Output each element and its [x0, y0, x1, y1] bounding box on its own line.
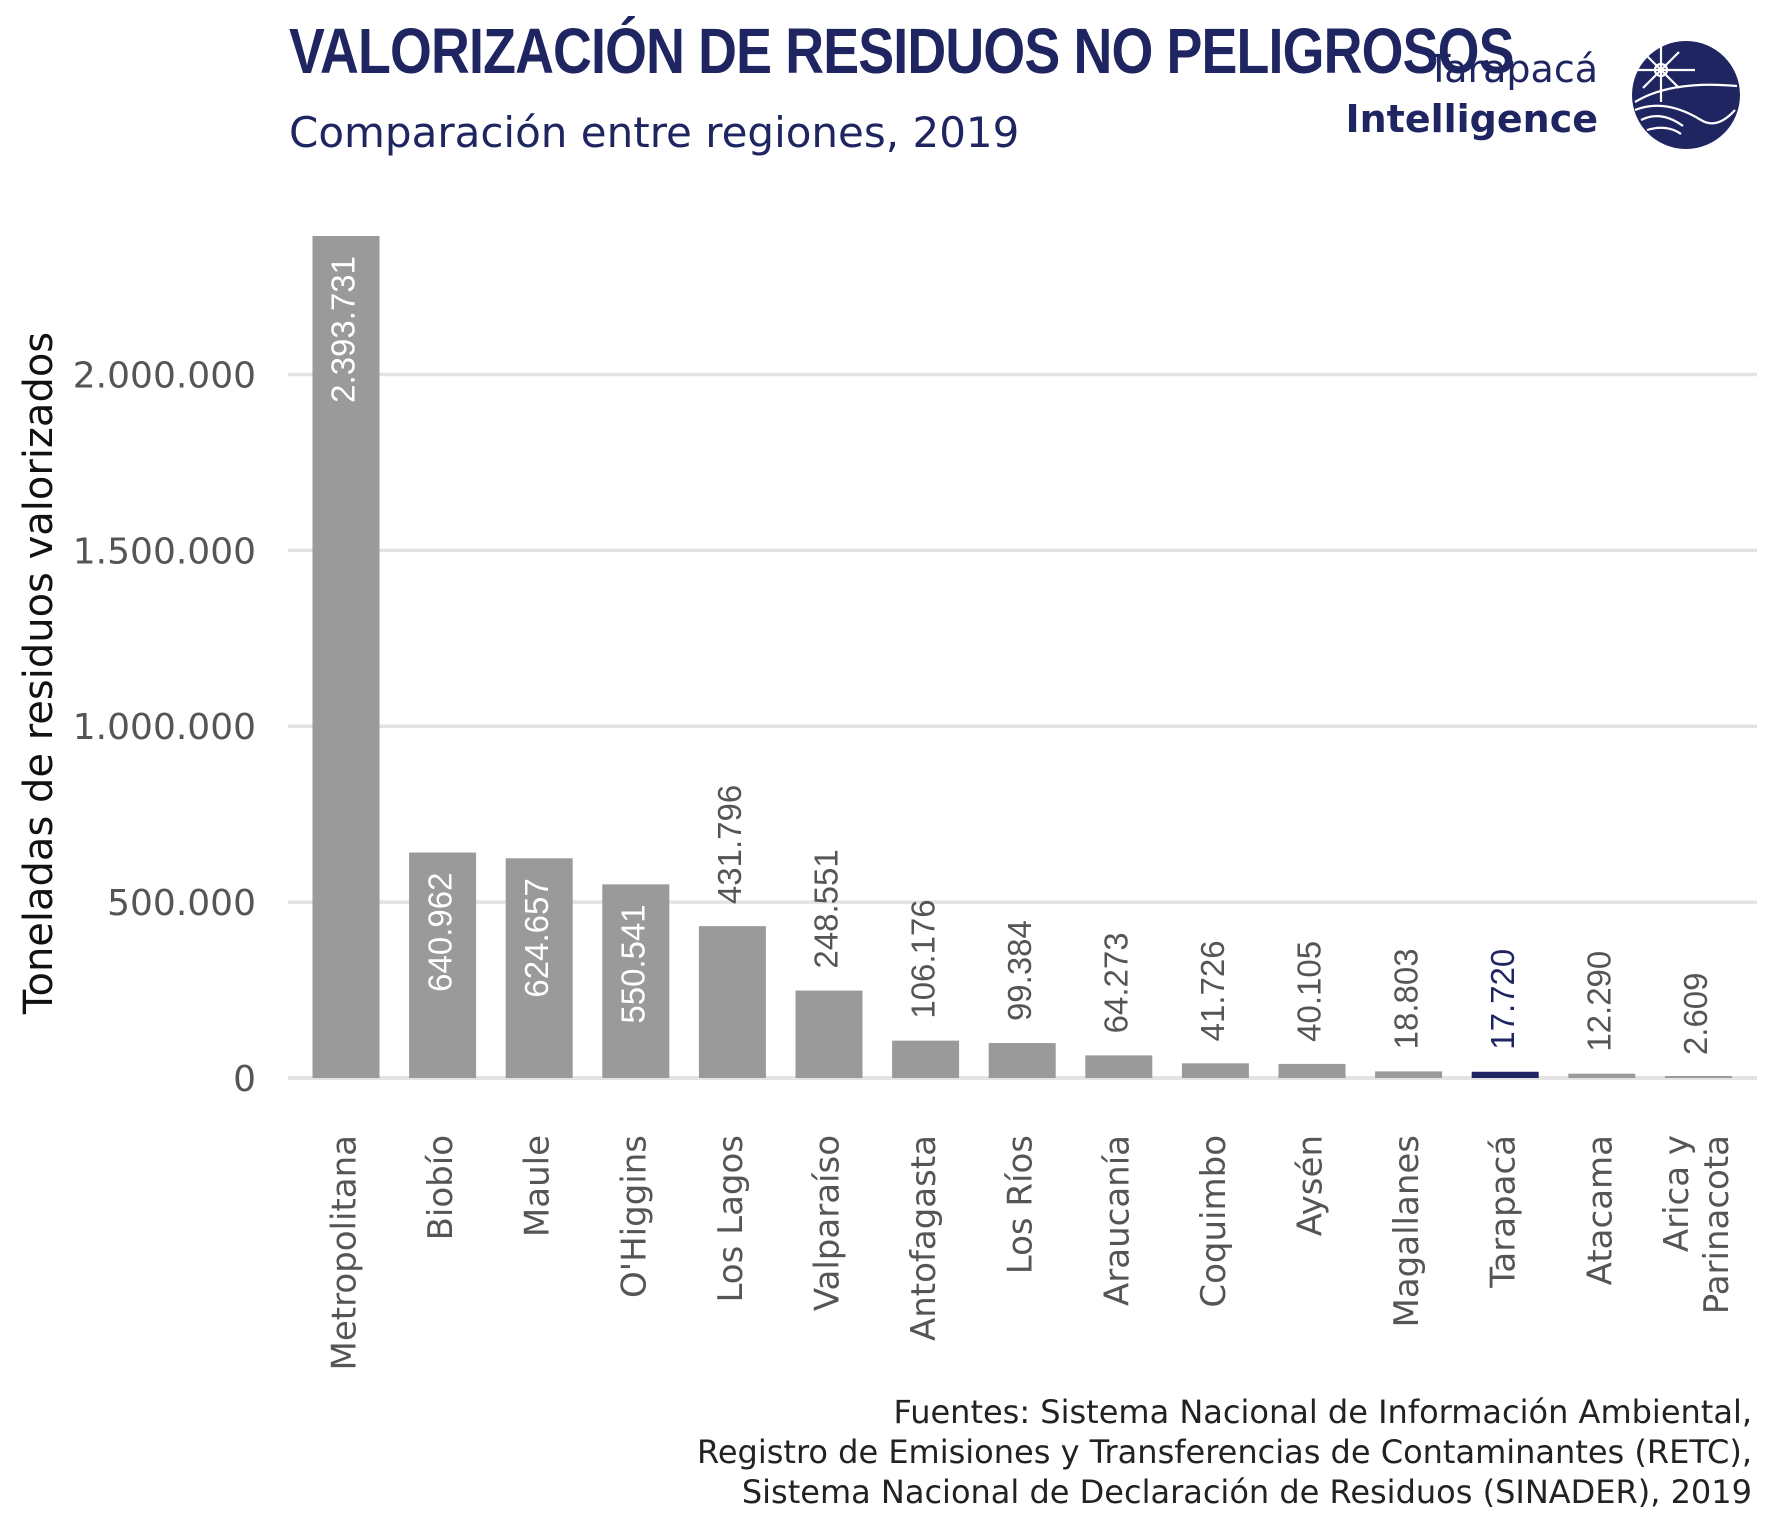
brand-name: Tarapacá Intelligence	[1345, 44, 1598, 144]
data-label: 2.609	[1677, 972, 1714, 1055]
x-tick-label: Valparaíso	[808, 1135, 848, 1311]
brand-line-2: Intelligence	[1345, 97, 1598, 141]
globe-emblem-icon	[1632, 41, 1740, 149]
bar	[988, 1043, 1056, 1078]
bar	[892, 1040, 960, 1078]
y-tick-label: 2.000.000	[73, 355, 256, 396]
bar	[409, 852, 477, 1078]
bar	[1664, 1076, 1732, 1078]
bar-chart: 0 500.000 1.000.000 1.500.000 2.000.000 2.39…	[16, 236, 1757, 1370]
y-tick-label: 1.000.000	[73, 707, 256, 748]
chart-subtitle: Comparación entre regiones, 2019	[289, 108, 1020, 157]
source-line-1: Fuentes: Sistema Nacional de Información…	[893, 1393, 1752, 1431]
bar	[1278, 1063, 1346, 1078]
bar	[795, 990, 863, 1078]
y-tick-label: 0	[233, 1059, 256, 1100]
bar	[312, 236, 380, 1078]
x-tick-label: Maule	[518, 1135, 558, 1237]
chart-title: VALORIZACIÓN DE RESIDUOS NO PELIGROSOS	[289, 15, 1514, 87]
data-label: 624.657	[518, 878, 555, 997]
y-tick-label: 500.000	[107, 883, 256, 924]
x-tick-label: Araucanía	[1097, 1135, 1137, 1306]
data-label: 640.962	[421, 873, 458, 992]
data-label: 64.273	[1098, 932, 1135, 1033]
x-tick-label: Biobío	[421, 1135, 461, 1240]
bar	[602, 884, 670, 1078]
y-tick-label: 1.500.000	[73, 531, 256, 572]
x-tick-label: Antofagasta	[904, 1135, 944, 1341]
x-tick-label: Los Lagos	[711, 1135, 751, 1303]
data-label: 12.290	[1581, 951, 1618, 1052]
bar	[505, 858, 573, 1078]
bar	[1181, 1063, 1249, 1078]
data-label: 431.796	[711, 785, 748, 904]
bar	[1375, 1071, 1443, 1078]
source-note: Fuentes: Sistema Nacional de Información…	[697, 1392, 1752, 1512]
data-label: 2.393.731	[325, 256, 362, 403]
data-label: 17.720	[1484, 949, 1521, 1050]
x-tick-label: Coquimbo	[1194, 1135, 1234, 1308]
x-tick-label: Parinacota	[1697, 1135, 1737, 1314]
x-tick-label: Los Ríos	[1001, 1135, 1041, 1274]
x-tick-label: Arica y	[1657, 1135, 1697, 1252]
y-axis-label: Toneladas de residuos valorizados	[16, 332, 62, 1015]
bar	[1471, 1071, 1539, 1078]
data-label: 18.803	[1387, 948, 1424, 1049]
source-line-3: Sistema Nacional de Declaración de Resid…	[741, 1473, 1752, 1511]
x-tick-label: Atacama	[1580, 1135, 1620, 1285]
x-tick-label: Magallanes	[1387, 1135, 1427, 1328]
bar	[698, 926, 766, 1078]
data-label: 40.105	[1291, 941, 1328, 1042]
bar	[1568, 1073, 1636, 1078]
bar	[1085, 1055, 1153, 1078]
data-label: 99.384	[1001, 920, 1038, 1021]
data-label: 248.551	[808, 849, 845, 968]
x-tick-label: Metropolitana	[325, 1135, 365, 1370]
data-label: 550.541	[615, 904, 652, 1023]
x-tick-label: Aysén	[1291, 1135, 1331, 1236]
brand-line-1: Tarapacá	[1427, 47, 1598, 91]
data-label: 106.176	[904, 899, 941, 1018]
data-label: 41.726	[1194, 940, 1231, 1041]
x-tick-label: Tarapacá	[1484, 1135, 1524, 1289]
source-line-2: Registro de Emisiones y Transferencias d…	[697, 1433, 1752, 1471]
x-tick-label: O'Higgins	[614, 1135, 654, 1298]
